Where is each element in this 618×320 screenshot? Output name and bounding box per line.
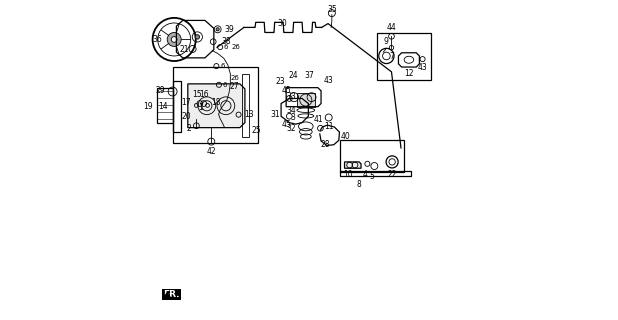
Text: 3: 3 [291,113,295,122]
Polygon shape [188,84,245,128]
Text: 1: 1 [198,103,203,112]
Text: 20: 20 [181,112,191,121]
Text: 19: 19 [143,101,153,111]
Bar [172,67,258,142]
Text: 10: 10 [343,170,352,179]
Bar [297,93,315,107]
Text: 17: 17 [181,98,191,107]
Bar [340,172,410,177]
Text: 34: 34 [286,106,295,115]
Text: 6: 6 [220,63,225,69]
Bar [242,74,248,137]
Text: 14: 14 [159,102,168,111]
Text: 26: 26 [232,44,240,50]
Text: 8: 8 [357,180,362,189]
Text: 6: 6 [224,44,229,50]
Text: 39: 39 [224,25,234,34]
Text: 43: 43 [324,76,333,84]
Bar [377,33,431,80]
Text: 45: 45 [281,86,291,95]
Text: 5: 5 [370,172,375,181]
Text: 15: 15 [193,90,202,99]
Text: 45: 45 [281,120,291,129]
Circle shape [195,35,200,39]
Text: 26: 26 [231,75,239,81]
Text: 11: 11 [324,122,334,131]
Text: 9: 9 [384,37,389,46]
Text: 21: 21 [180,45,189,54]
Text: 36: 36 [153,35,163,44]
Circle shape [171,36,177,42]
Text: 18: 18 [211,98,221,107]
Text: 22: 22 [387,170,397,179]
Text: 24: 24 [289,71,298,80]
Polygon shape [344,162,361,168]
Circle shape [216,28,219,31]
FancyBboxPatch shape [162,289,182,300]
Text: 23: 23 [276,77,286,86]
Text: 43: 43 [418,63,428,72]
Text: 4: 4 [362,170,367,179]
Text: 12: 12 [404,69,413,78]
Text: 27: 27 [229,82,239,91]
Text: 25: 25 [252,126,261,135]
Text: 29: 29 [155,86,165,95]
Text: 41: 41 [314,115,323,124]
Text: 42: 42 [206,147,216,156]
Text: 33: 33 [286,92,295,101]
Text: 37: 37 [304,71,314,80]
Text: 35: 35 [327,4,337,13]
Circle shape [167,32,181,46]
Text: 7: 7 [389,52,394,60]
Text: 6: 6 [222,82,227,88]
Text: 31: 31 [270,110,280,119]
Text: 44: 44 [387,23,396,32]
Text: 16: 16 [199,90,208,99]
Text: 32: 32 [286,124,295,133]
Text: FR.: FR. [163,290,180,299]
Text: 13: 13 [244,110,253,119]
Text: 30: 30 [277,19,287,28]
Text: 40: 40 [341,132,350,141]
Text: 28: 28 [320,140,329,149]
Text: 38: 38 [221,37,231,46]
Bar [340,140,404,172]
Bar [172,81,182,132]
Text: 2: 2 [186,124,191,133]
